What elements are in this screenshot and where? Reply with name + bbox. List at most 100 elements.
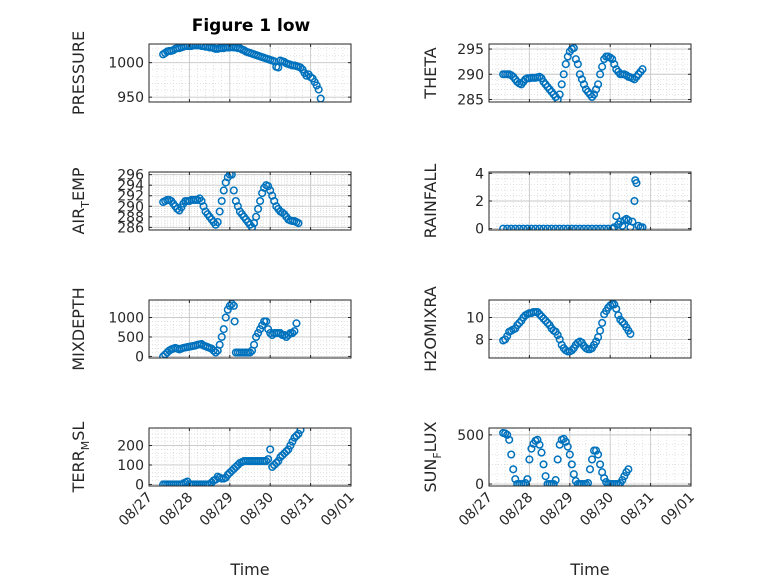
data-point — [598, 318, 607, 328]
data-point — [563, 224, 572, 230]
data-point — [610, 60, 619, 69]
data-point — [230, 317, 239, 326]
data-point — [600, 224, 609, 230]
data-point — [193, 195, 202, 204]
data-point — [539, 314, 548, 323]
x-tick-label: 08/31 — [278, 490, 318, 530]
data-point — [254, 204, 263, 213]
data-point — [565, 450, 574, 459]
data-point — [614, 311, 623, 320]
y-tick-label: 295 — [457, 42, 484, 58]
axes-box — [148, 171, 352, 231]
y-axis-label: MIXDEPTH — [69, 287, 88, 370]
y-tick-label: 285 — [457, 92, 484, 108]
data-point — [579, 80, 588, 89]
data-point — [507, 224, 516, 230]
data-point — [284, 445, 293, 454]
data-point — [503, 430, 512, 439]
data-point — [219, 325, 228, 334]
subplot-pressure: 950 1000 PRESSURE — [69, 31, 352, 115]
data-point — [638, 223, 647, 230]
subplot-terr-msl: 08/27 08/28 08/29 08/30 08/31 09/01 0 100 200 TER… — [69, 422, 358, 579]
data-point — [559, 224, 568, 230]
data-point — [535, 72, 544, 81]
data-point — [612, 212, 621, 221]
data-point — [505, 435, 514, 444]
data-point — [262, 457, 271, 466]
y-tick-label: 290 — [457, 67, 484, 83]
data-point — [507, 450, 516, 459]
y-tick-label: 10 — [466, 311, 484, 327]
y-tick-label: 1000 — [108, 311, 144, 327]
data-point — [519, 224, 528, 230]
axes-box — [488, 43, 692, 103]
data-point — [596, 460, 605, 469]
data-point — [535, 310, 544, 319]
data-point — [596, 326, 605, 335]
data-point — [523, 475, 532, 484]
data-point — [292, 319, 301, 328]
data-point — [503, 224, 512, 230]
data-point — [197, 339, 206, 349]
subplot-h2omixra: 8 10 H2OMIXRA — [421, 286, 692, 372]
x-tick-label: 08/31 — [618, 490, 658, 530]
y-axis-label: H2OMIXRA — [421, 286, 440, 372]
data-point — [296, 428, 305, 434]
data-point — [509, 465, 518, 474]
data-point — [264, 182, 273, 191]
data-point — [598, 62, 607, 71]
x-tick-label: 08/30 — [237, 490, 277, 530]
data-point — [543, 318, 552, 328]
data-point — [567, 224, 576, 230]
data-point — [569, 44, 578, 53]
data-point — [535, 224, 544, 230]
y-tick-label: 8 — [475, 332, 484, 348]
data-point — [262, 317, 271, 326]
data-point — [513, 321, 522, 330]
data-point — [245, 348, 255, 357]
data-point — [249, 340, 259, 349]
data-point — [571, 224, 580, 230]
y-tick-label: 500 — [117, 330, 144, 346]
data-point — [539, 224, 548, 230]
data-point — [247, 223, 257, 230]
data-point — [523, 224, 532, 230]
y-axis-label: SUNFLUX — [421, 421, 444, 492]
data-point — [626, 329, 635, 338]
data-point — [587, 224, 597, 230]
data-point — [596, 224, 605, 230]
data-point — [527, 444, 536, 453]
data-point — [286, 441, 295, 450]
data-point — [229, 186, 238, 195]
data-point — [264, 325, 273, 334]
data-point — [290, 327, 299, 336]
data-point — [569, 470, 578, 479]
data-point — [624, 465, 633, 474]
data-point — [594, 80, 603, 89]
data-point — [254, 329, 263, 338]
data-point — [223, 305, 232, 314]
x-tick-label: 08/30 — [577, 490, 617, 530]
data-point — [278, 208, 287, 217]
data-point — [227, 172, 236, 179]
y-axis-label: AIRTEMP — [69, 167, 92, 234]
y-tick-label: 4 — [475, 166, 484, 182]
data-point — [592, 224, 601, 230]
data-point — [274, 457, 283, 466]
data-point — [575, 70, 584, 79]
data-point — [579, 224, 588, 230]
data-point — [312, 81, 321, 90]
data-point — [549, 479, 558, 486]
data-point — [571, 55, 580, 64]
data-point — [256, 325, 265, 334]
data-point — [531, 224, 540, 230]
axes-box — [488, 427, 692, 487]
data-point — [288, 437, 297, 446]
data-point — [503, 332, 512, 341]
axes-box — [148, 299, 352, 359]
data-point — [587, 455, 597, 464]
data-point — [539, 460, 548, 469]
data-point — [608, 55, 617, 64]
y-tick-label: 500 — [457, 428, 484, 444]
